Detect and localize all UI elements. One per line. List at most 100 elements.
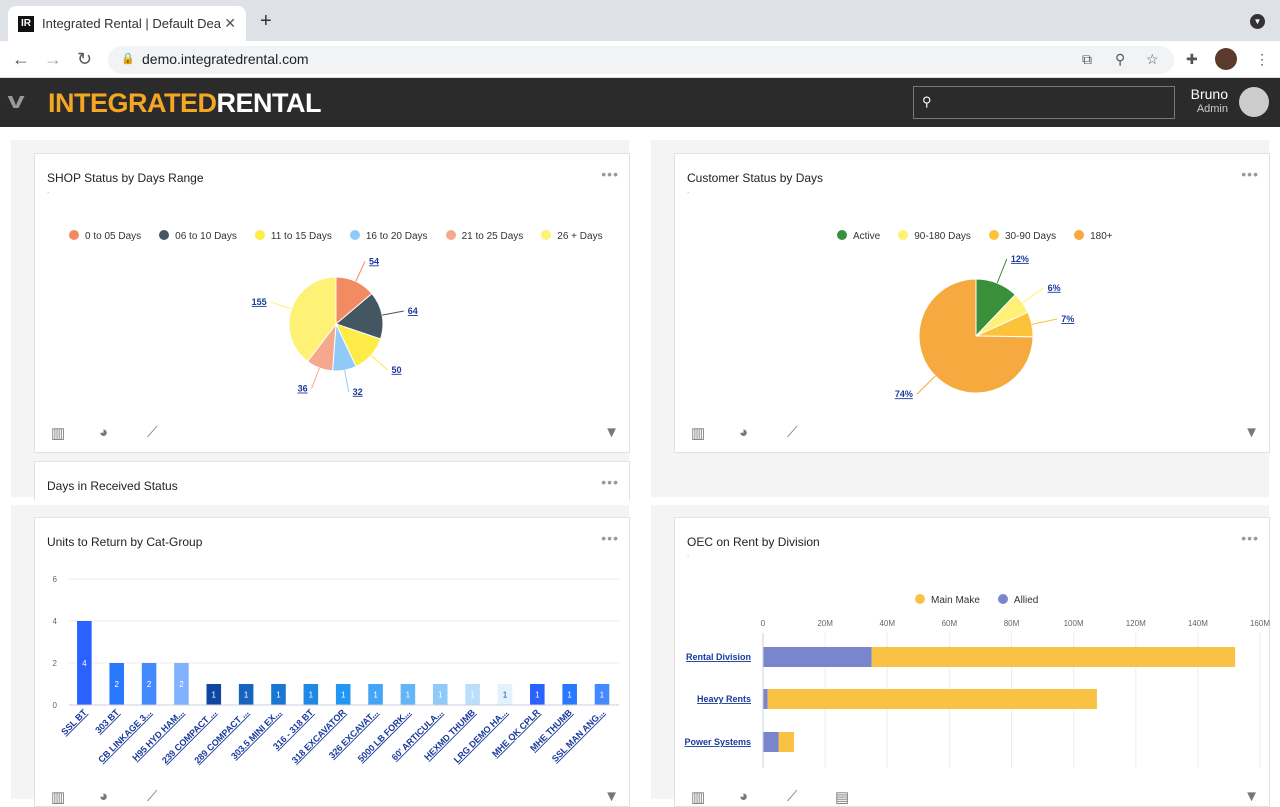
bar-chart-icon[interactable]: ▥ — [51, 425, 66, 442]
x-tick-label: 20M — [817, 619, 833, 628]
legend-item[interactable]: Active — [837, 230, 880, 242]
bar-chart-icon[interactable]: ▥ — [691, 789, 706, 806]
legend-item[interactable]: Allied — [997, 594, 1039, 606]
legend-label: 06 to 10 Days — [175, 231, 237, 242]
more-options-icon[interactable]: ••• — [601, 530, 619, 546]
pie-chart-icon[interactable]: ◕ — [739, 424, 749, 441]
url-text: demo.integratedrental.com — [142, 51, 309, 67]
card-subtitle: . — [687, 186, 690, 195]
zoom-icon[interactable]: ⚲ — [1115, 51, 1126, 67]
close-tab-icon[interactable]: ✕ — [224, 15, 236, 31]
chart-legend: Main Make Allied — [915, 594, 1038, 606]
bar-value-label: 1 — [600, 691, 605, 700]
data-label: 155 — [252, 297, 267, 307]
shop-status-card: SHOP Status by Days Range ••• . 0 to 05 … — [34, 153, 630, 453]
data-label: 64 — [408, 306, 418, 316]
bar — [303, 684, 319, 705]
filter-icon[interactable]: ▼ — [1244, 788, 1259, 805]
x-tick-label: 100M — [1064, 619, 1084, 628]
x-tick-label: 160M — [1250, 619, 1270, 628]
legend-item[interactable]: 30-90 Days — [988, 230, 1056, 242]
reload-icon[interactable]: ↻ — [77, 49, 93, 69]
more-options-icon[interactable]: ••• — [601, 474, 619, 490]
legend-item[interactable]: Main Make — [915, 594, 980, 606]
bar-chart-icon[interactable]: ▥ — [51, 789, 66, 806]
filter-icon[interactable]: ▼ — [1244, 424, 1259, 441]
legend-swatch — [445, 230, 456, 240]
bar — [109, 663, 124, 705]
bar — [368, 684, 383, 705]
tab-search-icon[interactable]: ▼ — [1250, 14, 1265, 29]
browser-tab[interactable]: IR Integrated Rental | Default Dea ✕ — [8, 6, 246, 41]
y-tick-label: 0 — [53, 701, 58, 710]
legend-item[interactable]: 11 to 15 Days — [254, 230, 332, 242]
chart-legend: 0 to 05 Days 06 to 10 Days 11 to 15 Days 16… — [69, 230, 603, 242]
pie-chart-icon[interactable]: ◕ — [739, 788, 749, 805]
user-avatar[interactable] — [1239, 87, 1269, 117]
pie-chart-icon[interactable]: ◕ — [99, 788, 109, 805]
logo[interactable]: INTEGRATEDRENTAL — [48, 88, 321, 118]
line-chart-icon[interactable]: ⟋ — [147, 788, 158, 805]
legend-item[interactable]: 90-180 Days — [898, 230, 971, 242]
bar-value-label: 4 — [82, 659, 87, 668]
bar — [141, 663, 157, 705]
x-tick-label: 80M — [1004, 619, 1020, 628]
y-tick-label: 6 — [53, 575, 58, 584]
line-chart-icon[interactable]: ⟋ — [787, 424, 798, 441]
bar — [530, 684, 545, 705]
pie-slice — [288, 276, 337, 363]
bar-segment — [763, 689, 768, 709]
bar-value-label: 1 — [276, 691, 281, 700]
back-icon[interactable]: ← — [12, 49, 30, 69]
legend-label: Allied — [1013, 595, 1039, 606]
legend-label: 26 + Days — [557, 231, 603, 242]
extensions-icon[interactable]: ✚ — [1186, 51, 1198, 67]
legend-item[interactable]: 06 to 10 Days — [159, 230, 237, 242]
filter-icon[interactable]: ▼ — [604, 788, 619, 805]
bar-value-label: 1 — [535, 691, 540, 700]
legend-swatch — [988, 230, 999, 240]
data-label: 7% — [1061, 314, 1074, 324]
bar-segment — [778, 732, 795, 752]
new-tab-icon[interactable]: + — [260, 10, 272, 32]
filter-icon[interactable]: ▼ — [604, 424, 619, 441]
oec-bar-chart: 0 20M 40M 60M 80M 100M 120M 140M 160M Rental Divi… — [684, 619, 1270, 768]
pie-chart-icon[interactable]: ◕ — [99, 424, 109, 441]
bar-chart-icon[interactable]: ▥ — [691, 425, 706, 442]
card-subtitle: . — [47, 186, 50, 195]
legend-swatch — [349, 230, 360, 240]
bookmark-star-icon[interactable]: ☆ — [1146, 51, 1159, 67]
x-tick-label: 0 — [761, 619, 766, 628]
legend-swatch — [541, 230, 552, 240]
url-field[interactable]: 🔒 demo.integratedrental.com — [108, 46, 1174, 74]
pie-slice — [918, 278, 1034, 394]
bar — [238, 684, 254, 705]
bar-value-label: 2 — [147, 680, 152, 689]
more-options-icon[interactable]: ••• — [1241, 166, 1259, 182]
customer-pie-chart: 12% 6% 7% 74% — [895, 254, 1074, 399]
y-tick-label: 2 — [53, 659, 58, 668]
legend-item[interactable]: 0 to 05 Days — [69, 230, 141, 242]
table-icon[interactable]: ▤ — [835, 789, 850, 806]
more-options-icon[interactable]: ••• — [1241, 530, 1259, 546]
line-chart-icon[interactable]: ⟋ — [787, 788, 798, 805]
legend-item[interactable]: 26 + Days — [541, 230, 603, 242]
y-category-label: Rental Division — [686, 652, 751, 662]
bar-value-label: 1 — [438, 691, 443, 700]
legend-item[interactable]: 21 to 25 Days — [445, 230, 523, 242]
bar — [562, 684, 577, 705]
more-options-icon[interactable]: ••• — [601, 166, 619, 182]
customer-status-card: Customer Status by Days ••• . Active 90-1… — [674, 153, 1270, 453]
browser-menu-icon[interactable]: ⋮ — [1255, 51, 1269, 67]
search-input[interactable]: ⚲ — [913, 86, 1175, 119]
legend-item[interactable]: 16 to 20 Days — [349, 230, 428, 242]
x-tick-label: 40M — [879, 619, 895, 628]
line-chart-icon[interactable]: ⟋ — [147, 424, 158, 441]
translate-icon[interactable]: ⧉ — [1082, 51, 1092, 67]
legend-item[interactable]: 180+ — [1074, 230, 1113, 242]
shop-pie-chart: 54 64 50 32 36 155 — [252, 256, 418, 396]
browser-profile-avatar[interactable] — [1215, 48, 1237, 70]
menu-chevron-icon[interactable]: v — [7, 88, 25, 113]
forward-icon[interactable]: → — [44, 49, 62, 69]
card-title: Customer Status by Days — [687, 171, 824, 185]
